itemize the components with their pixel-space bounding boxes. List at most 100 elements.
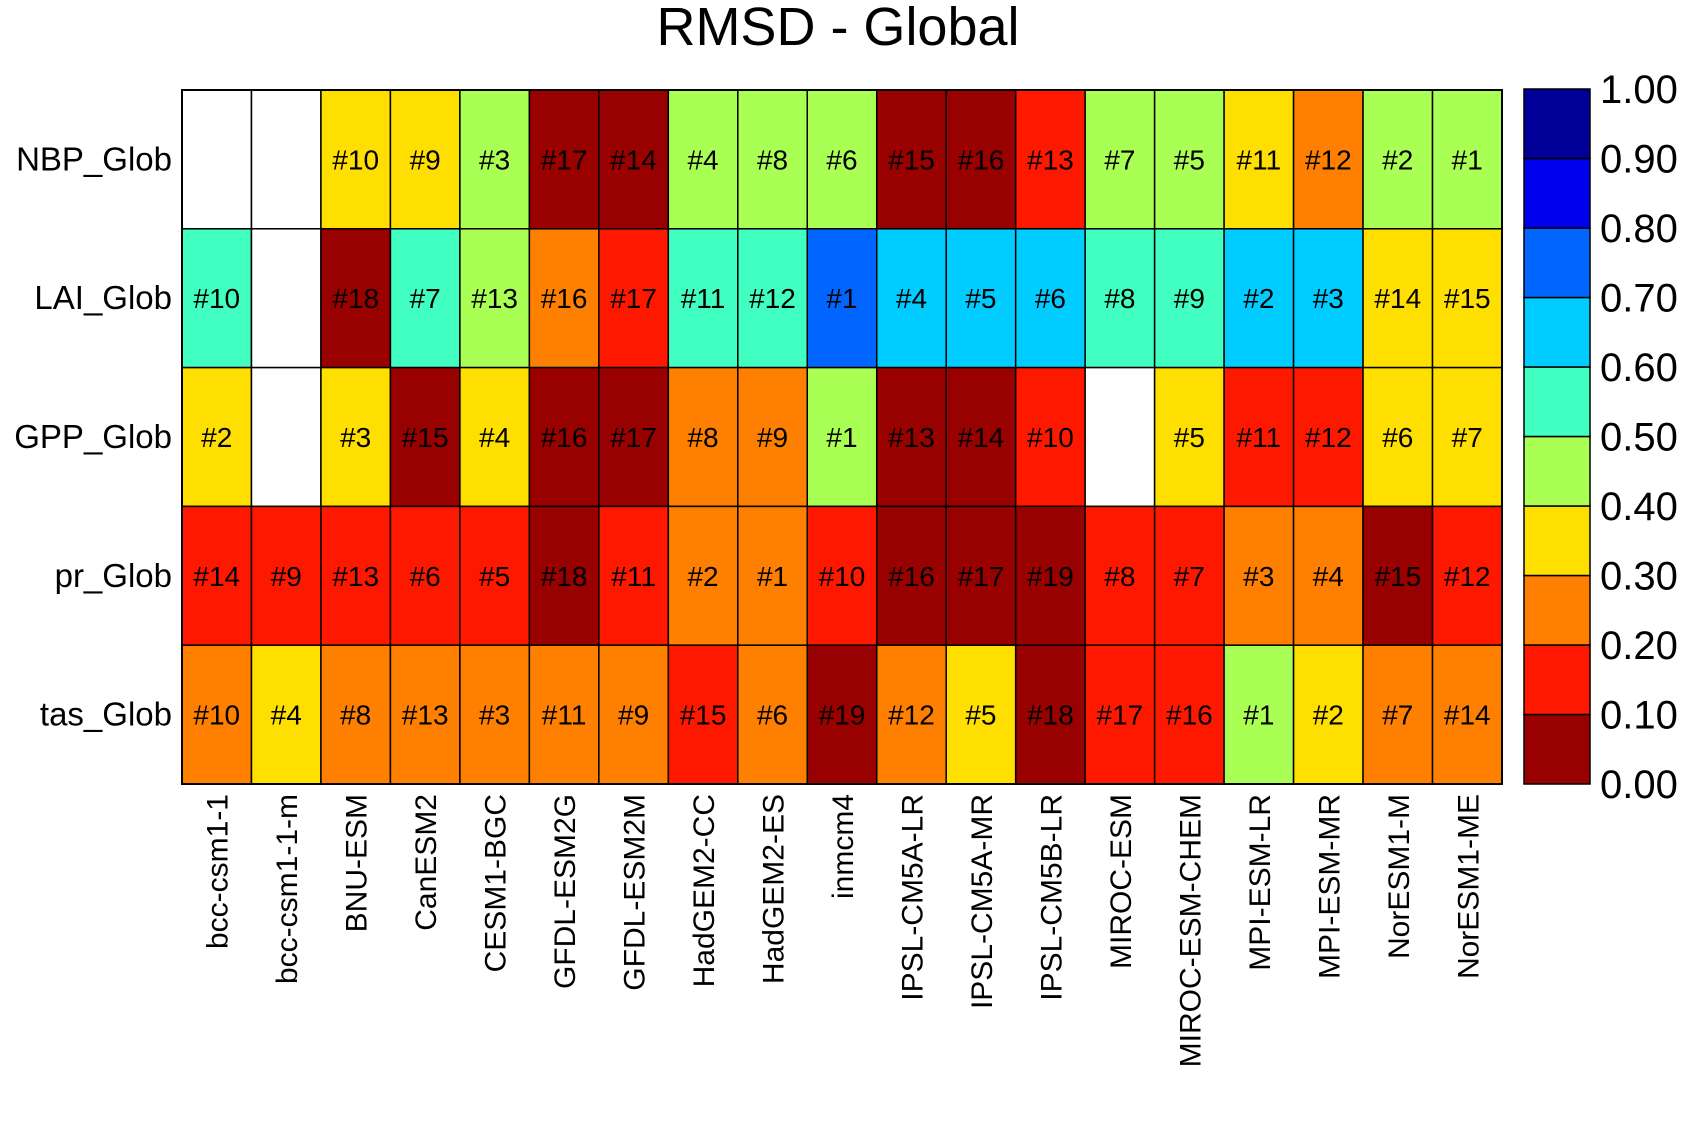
heatmap-cell [459, 366, 531, 508]
cell-rank-label: #18 [541, 561, 588, 592]
cell-rank-label: #16 [541, 283, 588, 314]
heatmap-cell [1084, 366, 1156, 508]
column-label: CanESM2 [410, 794, 443, 931]
heatmap-cell [1014, 644, 1086, 785]
cell-rank-label: #3 [1313, 283, 1344, 314]
cell-rank-label: #6 [757, 700, 788, 731]
colorbar-tick-label: 0.30 [1600, 555, 1678, 599]
cell-rank-label: #1 [757, 561, 788, 592]
heatmap-cell [1153, 228, 1225, 369]
cell-rank-label: #8 [757, 144, 788, 175]
heatmap-cell [667, 644, 739, 785]
heatmap-cell [1223, 505, 1295, 646]
heatmap-cell [667, 366, 739, 508]
cell-rank-label: #1 [1452, 144, 1483, 175]
column-label: IPSL-CM5A-LR [896, 794, 929, 1001]
colorbar-segment [1523, 435, 1591, 507]
column-label: inmcm4 [827, 794, 860, 899]
cell-rank-label: #7 [410, 283, 441, 314]
column-label: BNU-ESM [341, 794, 374, 932]
cell-rank-label: #15 [680, 700, 727, 731]
colorbar: 0.00 0.10 0.20 0.30 0.40 0.50 0.60 0.70 0.80 0.90… [1523, 68, 1678, 807]
heatmap-cell [1362, 89, 1434, 230]
cell-rank-label: #13 [888, 422, 935, 453]
cell-rank-label: #6 [410, 561, 441, 592]
heatmap-cell [945, 366, 1017, 508]
heatmap-cell [250, 366, 322, 508]
cell-rank-label: #16 [541, 422, 588, 453]
heatmap-cell [250, 644, 322, 785]
cell-rank-label: #13 [402, 700, 449, 731]
column-label: MIROC-ESM [1105, 794, 1138, 969]
heatmap-cell [1362, 644, 1434, 785]
column-label: bcc-csm1-1 [202, 794, 235, 949]
heatmap-cell [1014, 366, 1086, 508]
column-label: CESM1-BGC [480, 794, 513, 972]
cell-rank-label: #13 [332, 561, 379, 592]
heatmap-frame [181, 89, 1503, 785]
heatmap-cell [1084, 89, 1156, 230]
cell-rank-label: #6 [1382, 422, 1413, 453]
colorbar-segment [1523, 366, 1591, 438]
cell-rank-label: #4 [479, 422, 510, 453]
heatmap-cell [1292, 644, 1364, 785]
cell-rank-label: #12 [1305, 144, 1352, 175]
cell-rank-label: #11 [611, 561, 656, 592]
column-labels: bcc-csm1-1 bcc-csm1-1-m BNU-ESM CanESM2 CESM… [202, 794, 1486, 1067]
colorbar-segment [1523, 296, 1591, 368]
heatmap-cell [1362, 366, 1434, 508]
cell-rank-label: #14 [193, 561, 240, 592]
heatmap-cell [1292, 505, 1364, 646]
cell-rank-label: #12 [888, 700, 935, 731]
heatmap-cell [945, 228, 1017, 369]
colorbar-segment [1523, 713, 1591, 785]
cell-rank-label: #8 [340, 700, 371, 731]
cell-rank-label: #15 [402, 422, 449, 453]
column-label: MIROC-ESM-CHEM [1174, 794, 1207, 1067]
cell-rank-label: #12 [749, 283, 796, 314]
heatmap-cell [1014, 228, 1086, 369]
heatmap-cell [875, 366, 947, 508]
row-label: LAI_Glob [34, 279, 172, 316]
heatmap-cell [1084, 644, 1156, 785]
heatmap-cell [667, 89, 739, 230]
heatmap-cell [598, 644, 670, 785]
heatmap-cell [389, 228, 461, 369]
cell-rank-label: #14 [1374, 283, 1421, 314]
cell-rank-label: #6 [1035, 283, 1066, 314]
cell-rank-label: #2 [201, 422, 232, 453]
cell-rank-label: #5 [1174, 144, 1205, 175]
cell-rank-label: #1 [1243, 700, 1274, 731]
colorbar-segment [1523, 157, 1591, 229]
heatmap-cell [528, 366, 600, 508]
cell-rank-label: #7 [1382, 700, 1413, 731]
cell-rank-label: #3 [340, 422, 371, 453]
colorbar-tick-label: 0.90 [1600, 138, 1678, 182]
cell-rank-label: #5 [479, 561, 510, 592]
column-label: MPI-ESM-LR [1244, 794, 1277, 971]
colorbar-tick-label: 0.60 [1600, 346, 1678, 390]
cell-rank-label: #10 [1027, 422, 1074, 453]
cell-rank-label: #2 [687, 561, 718, 592]
cell-rank-label: #4 [1313, 561, 1344, 592]
heatmap-cell [1223, 644, 1295, 785]
cell-rank-label: #11 [1237, 422, 1282, 453]
column-label: IPSL-CM5B-LR [1035, 794, 1068, 1001]
heatmap-cell [875, 644, 947, 785]
cell-rank-label: #9 [410, 144, 441, 175]
cell-rank-label: #3 [1243, 561, 1274, 592]
cell-rank-label: #7 [1174, 561, 1205, 592]
heatmap-cell [1153, 366, 1225, 508]
heatmap-cell [250, 89, 322, 230]
heatmap-cell [320, 366, 392, 508]
cell-rank-label: #10 [193, 283, 240, 314]
cell-rank-label: #9 [1174, 283, 1205, 314]
colorbar-segment [1523, 505, 1591, 577]
column-label: GFDL-ESM2G [549, 794, 582, 989]
cell-rank-label: #5 [965, 283, 996, 314]
column-label: MPI-ESM-MR [1313, 794, 1346, 979]
cell-rank-label: #6 [826, 144, 857, 175]
heatmap-cell [250, 505, 322, 646]
heatmap-cell [528, 644, 600, 785]
